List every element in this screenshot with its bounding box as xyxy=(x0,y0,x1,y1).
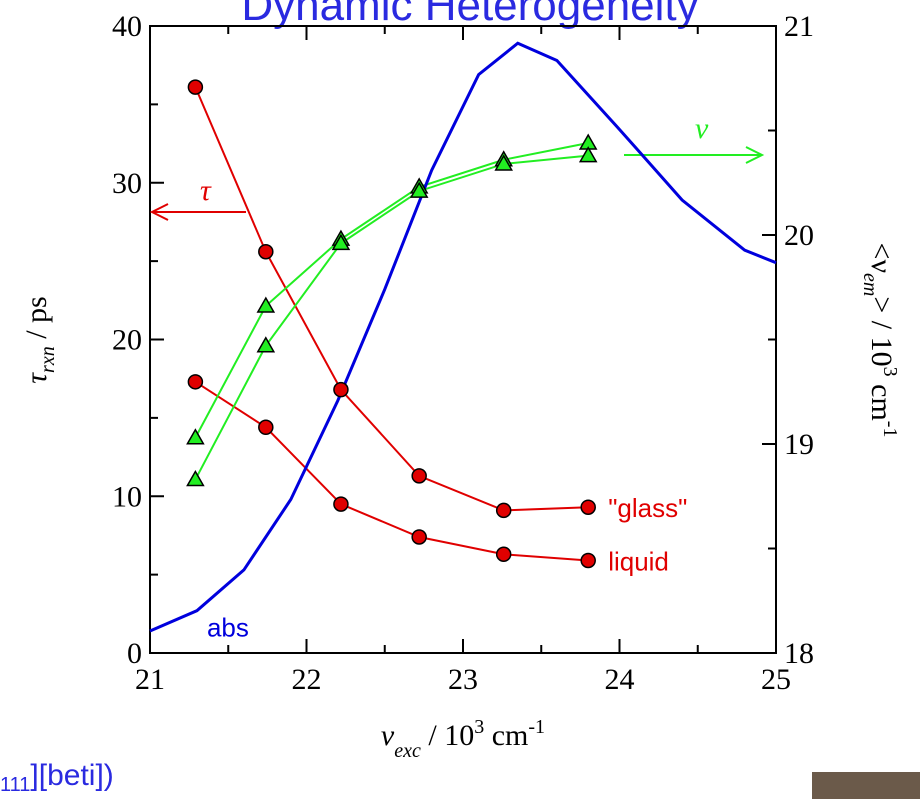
y2-tick-label: 19 xyxy=(784,428,814,461)
tau-annotation: τ xyxy=(200,174,212,207)
x-label-unit: cm xyxy=(484,719,528,752)
y-tick-label: 40 xyxy=(112,10,142,43)
nu-annotation: ν xyxy=(695,112,709,145)
footer-text: ][beti]) xyxy=(30,759,113,792)
point xyxy=(495,546,512,562)
point xyxy=(258,419,274,436)
x-label-rest: / 10 xyxy=(421,719,474,752)
point xyxy=(256,336,276,353)
x-tick-label: 24 xyxy=(605,663,635,696)
x-tick-label: 23 xyxy=(448,663,478,696)
point xyxy=(578,146,598,163)
point xyxy=(580,552,596,569)
x-tick-label: 22 xyxy=(292,663,322,696)
point xyxy=(333,381,349,398)
point xyxy=(187,79,204,95)
point xyxy=(186,428,205,445)
y2-axis-label: <νem> / 103 cm-1 xyxy=(859,243,901,438)
point xyxy=(256,296,276,313)
y-label-main: τ xyxy=(20,372,53,384)
photo-fragment xyxy=(812,772,920,799)
point xyxy=(411,468,427,484)
y2-label-main: <ν xyxy=(865,243,898,273)
footer-sub: 111 xyxy=(0,774,30,796)
y-tick-label: 0 xyxy=(127,637,142,670)
series-line xyxy=(194,142,589,439)
point xyxy=(580,499,596,515)
point xyxy=(186,470,205,487)
x-label-sub: exc xyxy=(394,740,421,762)
x-axis-label: νexc / 103 cm-1 xyxy=(381,716,545,762)
y-label-sub: rxn xyxy=(37,346,59,373)
plot-frame xyxy=(149,25,777,654)
point xyxy=(495,502,512,519)
point xyxy=(494,154,513,171)
series-label: liquid xyxy=(608,547,669,577)
x-tick-label: 25 xyxy=(761,663,791,696)
series-label: abs xyxy=(207,613,249,643)
y-axis-label: τrxn / ps xyxy=(20,296,59,383)
y-tick-label: 10 xyxy=(112,480,142,513)
nu-arrow xyxy=(624,146,765,164)
x-label-sup: 3 xyxy=(474,716,484,738)
point xyxy=(409,181,429,198)
y-label-rest: / ps xyxy=(20,296,53,346)
y-tick-label: 30 xyxy=(112,167,142,200)
y2-label-sub: em xyxy=(859,273,881,296)
x-label-unit-sup: -1 xyxy=(528,716,545,738)
series-line xyxy=(194,86,589,512)
point xyxy=(258,243,274,260)
tau-arrow xyxy=(149,203,246,221)
series-line xyxy=(194,154,589,480)
y-tick-label: 20 xyxy=(112,324,142,357)
point xyxy=(187,374,204,390)
y2-label-sup: 3 xyxy=(879,367,901,377)
y2-tick-label: 18 xyxy=(784,637,814,670)
x-tick-label: 21 xyxy=(135,663,165,696)
point xyxy=(333,496,349,512)
y2-label-unit-sup: -1 xyxy=(879,421,901,438)
y2-label-unit: cm xyxy=(865,377,898,421)
footer-fragment: 111][beti]) xyxy=(0,759,114,796)
y2-label-rest: > / 10 xyxy=(865,296,898,366)
y2-tick-label: 21 xyxy=(784,10,814,43)
point xyxy=(411,529,427,545)
series-line xyxy=(194,380,589,562)
point xyxy=(331,233,351,251)
abs-curve xyxy=(149,41,777,633)
y2-tick-label: 20 xyxy=(784,219,814,252)
series-label: "glass" xyxy=(608,493,687,523)
x-label-main: ν xyxy=(381,719,395,752)
